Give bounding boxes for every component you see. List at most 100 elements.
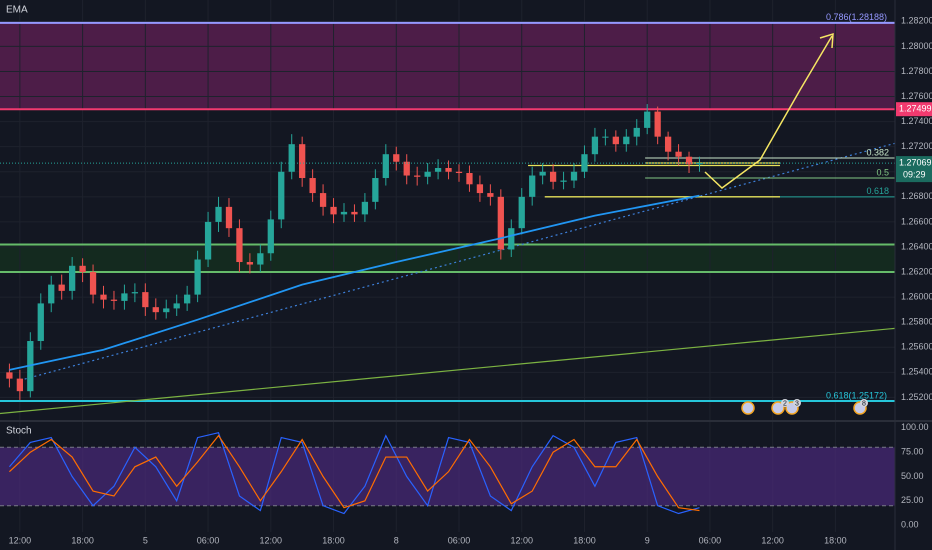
main-pane: 2 3 8 (0, 0, 895, 420)
candle-body (414, 175, 421, 177)
x-tick-label: 18:00 (824, 535, 847, 545)
candle-body (623, 136, 630, 145)
x-tick-label: 12:00 (510, 535, 533, 545)
candle-body (529, 175, 536, 197)
x-tick-label: 06:00 (448, 535, 471, 545)
y-tick-label: 1.27600 (901, 91, 932, 101)
candle-body (424, 171, 431, 177)
zone (0, 244, 895, 273)
last-price-label: 1.27069 (899, 157, 932, 167)
candle-body (184, 294, 191, 304)
projection-arrow (704, 32, 834, 189)
candle-body (351, 211, 358, 215)
trendline (19, 142, 895, 381)
stoch-pane (0, 422, 895, 532)
candle-body (602, 136, 609, 138)
candle-body (644, 111, 651, 128)
x-tick-label: 06:00 (197, 535, 220, 545)
y-tick-label: 1.25600 (901, 342, 932, 352)
stoch-line (9, 434, 700, 512)
candle-body (403, 161, 410, 176)
candle-body (455, 171, 463, 174)
candle-body (246, 262, 254, 265)
x-tick-label: 18:00 (322, 535, 345, 545)
candle-body (309, 178, 316, 194)
stoch-tick-label: 75.00 (901, 447, 924, 457)
y-tick-label: 1.27200 (901, 141, 932, 151)
ema-line (9, 194, 700, 371)
candle-body (654, 111, 661, 137)
trendline (0, 327, 895, 415)
stoch-tick-label: 50.00 (901, 471, 924, 481)
y-tick-label: 1.26000 (901, 292, 932, 302)
candle-body (110, 299, 118, 301)
event-badge-label: 3 (795, 400, 799, 407)
candle-body (204, 221, 212, 260)
x-tick-label: 06:00 (699, 535, 722, 545)
candle-body (152, 307, 159, 313)
candle-body (518, 196, 525, 229)
fib-label: 0.382 (866, 147, 889, 157)
candle-body (539, 171, 546, 176)
candle-body (79, 265, 86, 273)
candle-body (340, 211, 348, 215)
level-label: 0.786(1.28188) (826, 12, 887, 22)
y-tick-label: 1.25200 (901, 392, 932, 402)
x-tick-label: 18:00 (71, 535, 94, 545)
candle-body (121, 293, 128, 301)
stoch-line (8, 431, 700, 515)
candle-body (664, 136, 672, 152)
candle-body (142, 292, 149, 308)
candle-body (319, 193, 327, 207)
price-tag (896, 102, 932, 117)
x-tick-label: 12:00 (9, 535, 32, 545)
level-label: 0.618(1.25172) (826, 390, 887, 400)
candle-body (225, 206, 233, 229)
y-tick-label: 1.26200 (901, 266, 932, 276)
candle-body (330, 206, 337, 215)
candle-body (393, 154, 400, 162)
indicator-label: EMA (6, 5, 28, 16)
event-badge (781, 399, 789, 407)
y-tick-label: 1.26800 (901, 191, 932, 201)
candle-body (163, 308, 170, 313)
event-badge (860, 399, 868, 407)
candle-body (591, 136, 599, 155)
candle-body (100, 294, 107, 300)
candle-body (48, 284, 55, 304)
x-tick-label: 9 (645, 535, 650, 545)
y-tick-label: 1.27800 (901, 66, 932, 76)
candle-body (361, 201, 369, 215)
candle-body (675, 151, 682, 157)
price-tag (896, 156, 932, 183)
candle-body (487, 193, 494, 197)
countdown-label: 09:29 (903, 169, 926, 179)
candle-body (549, 171, 557, 182)
event-badge-label: 8 (862, 400, 866, 407)
x-tick-label: 8 (394, 535, 399, 545)
candle-body (476, 184, 484, 194)
candle-body (696, 162, 703, 165)
stoch-tick-label: 100.00 (901, 422, 929, 432)
candle-body (6, 372, 13, 379)
stoch-tick-label: 25.00 (901, 495, 924, 505)
candle-body (633, 127, 640, 137)
candle-body (58, 284, 65, 291)
candle-body (173, 303, 180, 309)
candle-body (69, 265, 76, 291)
candle-body (236, 228, 243, 263)
candle-body (215, 206, 222, 222)
y-tick-label: 1.25800 (901, 317, 932, 327)
candle-body (560, 180, 567, 182)
candle-body (278, 171, 285, 220)
candle-body (497, 196, 504, 250)
axes: 1.25200 1.25400 1.25600 1.25800 1.26000 1.262… (9, 16, 932, 546)
candle-body (434, 168, 442, 172)
x-tick-label: 12:00 (260, 535, 283, 545)
candle-body (570, 171, 578, 181)
stoch-band (0, 447, 895, 506)
candle-body (194, 259, 201, 295)
candle-body (299, 144, 306, 179)
fib-label: 0.5 (876, 167, 889, 177)
